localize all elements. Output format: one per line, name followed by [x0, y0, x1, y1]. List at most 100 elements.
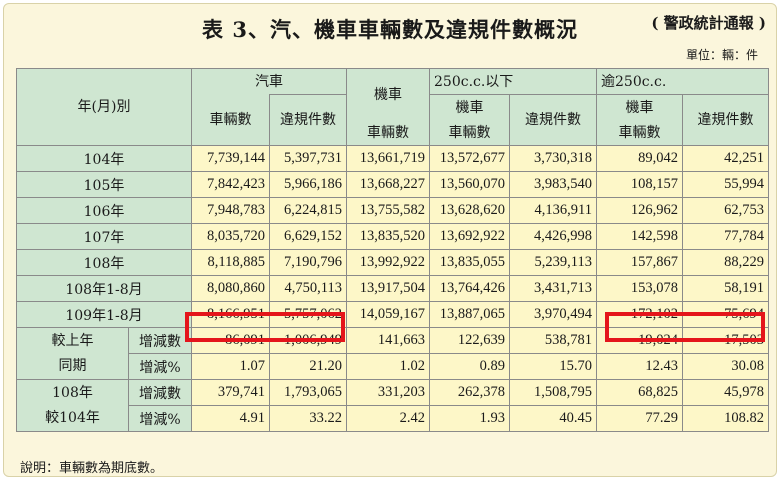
data-cell: 7,842,423 — [191, 171, 270, 198]
row-label: 106年 — [16, 197, 192, 224]
data-cell: 13,668,227 — [346, 171, 430, 198]
unit-label: 單位：輛：件 — [685, 48, 758, 62]
header-car: 汽車 — [191, 68, 347, 95]
compare-row-label: 增減數 — [128, 379, 192, 406]
table-row: 增減% 1.07 21.20 1.02 0.89 15.70 12.43 30.08 — [17, 353, 769, 380]
compare-group-label: 較上年 同期 — [16, 327, 129, 380]
table-row: 105年 7,842,423 5,966,186 13,668,227 13,560,0… — [16, 171, 769, 198]
data-cell: 1.02 — [346, 353, 430, 380]
data-cell: 331,203 — [346, 379, 430, 406]
data-cell: 13,628,620 — [429, 197, 510, 224]
statistics-table: 年(月)別 汽車 機車 250c.c.以下 逾250c.c. 車輛數 違規件數 … — [16, 68, 769, 432]
data-cell: 8,035,720 — [191, 223, 270, 250]
data-cell: 5,966,186 — [269, 171, 347, 198]
table-row: 104年 7,739,144 5,397,731 13,661,719 13,572,6… — [16, 145, 769, 172]
data-cell: 5,397,731 — [269, 145, 347, 172]
data-cell: 13,992,922 — [346, 249, 430, 276]
data-cell: 13,560,070 — [429, 171, 510, 198]
data-cell: 13,572,677 — [429, 145, 510, 172]
data-cell: 3,983,540 — [509, 171, 597, 198]
data-cell: 7,190,796 — [269, 249, 347, 276]
data-cell: 55,994 — [682, 171, 769, 198]
data-cell: 5,239,113 — [509, 249, 597, 276]
row-label: 108年 — [16, 249, 192, 276]
data-cell: 13,887,065 — [429, 301, 510, 328]
data-cell: 6,224,815 — [269, 197, 347, 224]
data-cell: 0.89 — [429, 353, 510, 380]
header-under-250cc: 250c.c.以下 — [429, 68, 597, 95]
data-cell: 88,229 — [682, 249, 769, 276]
data-cell: 77.29 — [596, 405, 683, 432]
data-cell: 142,598 — [596, 223, 683, 250]
table-row: 108年 較104年 增減數 379,741 1,793,065 331,203 262,3… — [16, 379, 769, 432]
table-row: 108年1-8月 8,080,860 4,750,113 13,917,504 13,7… — [16, 275, 769, 302]
header-period: 年(月)別 — [16, 68, 192, 146]
data-cell: 3,730,318 — [509, 145, 597, 172]
data-cell: 3,431,713 — [509, 275, 597, 302]
compare-group-line2: 較104年 — [45, 409, 100, 426]
data-cell: 68,825 — [596, 379, 683, 406]
table-row: 較上年 同期 增減數 86,091 1,006,949 141,663 122,639 538… — [16, 327, 769, 380]
data-cell: 153,078 — [596, 275, 683, 302]
compare-row-label: 增減數 — [128, 327, 192, 354]
table-row: 106年 7,948,783 6,224,815 13,755,582 13,628,6… — [16, 197, 769, 224]
data-cell: 58,191 — [682, 275, 769, 302]
data-cell: 7,739,144 — [191, 145, 270, 172]
row-label: 105年 — [16, 171, 192, 198]
data-cell: 40.45 — [509, 405, 597, 432]
data-cell: 42,251 — [682, 145, 769, 172]
data-cell: 538,781 — [509, 327, 597, 354]
data-cell: 2.42 — [346, 405, 430, 432]
data-cell: 8,080,860 — [191, 275, 270, 302]
table-row: 108年 8,118,885 7,190,796 13,992,922 13,835,0… — [16, 249, 769, 276]
data-cell: 1.93 — [429, 405, 510, 432]
data-cell: 4,426,998 — [509, 223, 597, 250]
data-cell: 21.20 — [269, 353, 347, 380]
header-under-violations: 違規件數 — [509, 94, 597, 146]
data-cell: 8,118,885 — [191, 249, 270, 276]
data-cell: 157,867 — [596, 249, 683, 276]
data-cell: 30.08 — [682, 353, 769, 380]
data-cell: 108.82 — [682, 405, 769, 432]
table-row: 增減% 4.91 33.22 2.42 1.93 40.45 77.29 108.82 — [17, 405, 769, 432]
data-cell: 33.22 — [269, 405, 347, 432]
data-cell: 13,917,504 — [346, 275, 430, 302]
row-label: 108年1-8月 — [16, 275, 192, 302]
data-cell: 15.70 — [509, 353, 597, 380]
data-cell: 45,978 — [682, 379, 769, 406]
header-over-violations: 違規件數 — [682, 94, 769, 146]
data-cell: 13,755,582 — [346, 197, 430, 224]
data-cell: 13,835,520 — [346, 223, 430, 250]
data-cell: 62,753 — [682, 197, 769, 224]
data-cell: 13,661,719 — [346, 145, 430, 172]
data-cell: 3,970,494 — [509, 301, 597, 328]
header-over-vehicles: 車輛數 — [596, 120, 683, 146]
header-under-vehicles: 車輛數 — [429, 120, 510, 146]
data-cell: 4,136,911 — [509, 197, 597, 224]
data-cell: 77,784 — [682, 223, 769, 250]
data-cell: 1,508,795 — [509, 379, 597, 406]
header-car-vehicles: 車輛數 — [191, 94, 270, 146]
header-over-250cc: 逾250c.c. — [596, 68, 769, 95]
data-cell: 262,378 — [429, 379, 510, 406]
data-cell: 1.07 — [191, 353, 270, 380]
data-cell: 6,629,152 — [269, 223, 347, 250]
source-label: ( 警政統計通報 ) — [651, 14, 766, 32]
header-under-moto: 機車 — [429, 94, 510, 120]
header-moto-vehicles: 車輛數 — [346, 120, 430, 146]
data-cell: 1,793,065 — [269, 379, 347, 406]
data-cell: 122,639 — [429, 327, 510, 354]
data-cell: 13,764,426 — [429, 275, 510, 302]
compare-group-line1: 較上年 — [51, 332, 94, 349]
data-cell: 13,692,922 — [429, 223, 510, 250]
data-cell: 12.43 — [596, 353, 683, 380]
row-label: 104年 — [16, 145, 192, 172]
header-over-moto: 機車 — [596, 94, 683, 120]
data-cell: 141,663 — [346, 327, 430, 354]
table-row: 107年 8,035,720 6,629,152 13,835,520 13,692,9… — [16, 223, 769, 250]
data-cell: 89,042 — [596, 145, 683, 172]
data-cell: 379,741 — [191, 379, 270, 406]
footnote: 說明：車輛數為期底數。 — [20, 461, 164, 476]
table-title: 表 3、汽、機車車輛數及違規件數概況 — [202, 17, 578, 42]
header-motorcycle: 機車 — [346, 68, 430, 120]
